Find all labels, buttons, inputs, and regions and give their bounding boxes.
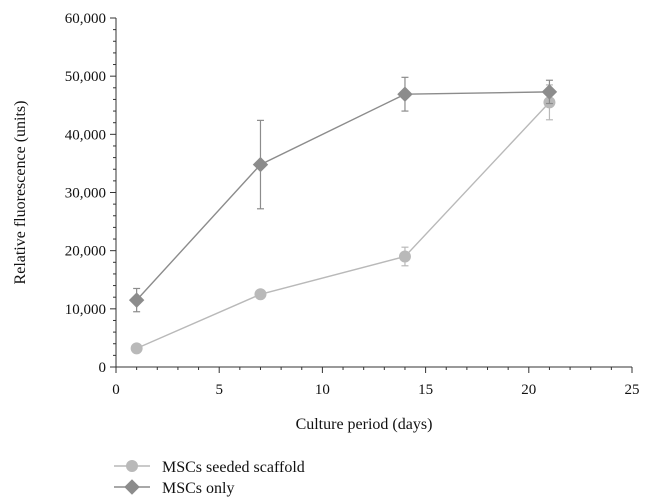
series-2 [128,76,558,313]
x-tick-label: 10 [315,382,330,398]
x-tick-label: 0 [112,382,120,398]
x-axis-ticks: 0 5 10 15 20 25 [112,367,640,398]
plot-area [128,76,558,355]
y-tick-label: 60,000 [65,11,106,27]
y-tick-label: 20,000 [65,244,106,260]
data-point [254,288,267,301]
y-axis-label: Relative fluorescence (units) [12,101,29,285]
series-line [136,101,550,350]
legend-item: MSCs only [114,479,234,497]
data-point [398,250,411,263]
legend-marker [126,460,138,472]
y-axis-ticks: 0 10,000 20,000 30,000 40,000 50,000 60,000 [65,11,116,376]
y-tick-label: 30,000 [65,186,106,202]
x-tick-label: 20 [521,382,536,398]
legend-label: MSCs seeded scaffold [162,459,305,476]
data-point [128,292,145,308]
y-tick-label: 10,000 [65,302,106,318]
legend: MSCs seeded scaffold MSCs only [114,459,305,497]
data-point [541,84,558,100]
data-point [130,342,143,355]
x-tick-label: 5 [215,382,223,398]
data-point [397,86,413,102]
y-tick-label: 50,000 [65,69,106,85]
y-tick-label: 0 [99,360,107,376]
series-line [136,91,550,301]
axes: 0 10,000 20,000 30,000 40,000 50,000 60,000 0 5… [65,11,640,398]
series-1 [130,84,556,355]
legend-item: MSCs seeded scaffold [114,459,305,476]
legend-label: MSCs only [162,480,234,497]
y-tick-label: 40,000 [65,127,106,143]
x-axis-label: Culture period (days) [296,416,433,433]
x-tick-label: 25 [625,382,640,398]
data-point [252,156,269,173]
x-tick-label: 15 [418,382,433,398]
legend-marker [124,479,140,495]
